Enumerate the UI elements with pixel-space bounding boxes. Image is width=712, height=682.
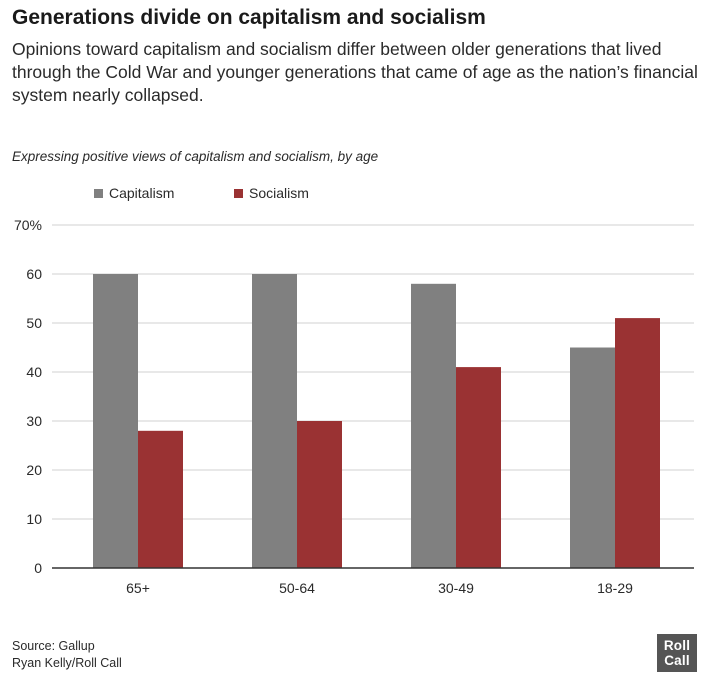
legend-swatch-socialism [234, 189, 243, 198]
chart-description: Expressing positive views of capitalism … [12, 149, 379, 164]
bar-capitalism-30-49 [411, 283, 456, 568]
chart-subtitle: Opinions toward capitalism and socialism… [12, 39, 698, 105]
y-tick-label: 70% [14, 217, 42, 233]
x-tick-label: 65+ [126, 580, 150, 596]
chart-title: Generations divide on capitalism and soc… [12, 6, 486, 29]
legend-item-socialism: Socialism [234, 185, 309, 201]
bar-socialism-65+ [138, 430, 183, 568]
bar-socialism-18-29 [615, 318, 660, 568]
bar-socialism-50-64 [297, 421, 342, 568]
legend-label-socialism: Socialism [249, 185, 309, 201]
x-tick-label: 30-49 [438, 580, 474, 596]
bar-capitalism-65+ [93, 274, 138, 568]
x-tick-label: 18-29 [597, 580, 633, 596]
bar-socialism-30-49 [456, 367, 501, 568]
bar-capitalism-18-29 [570, 347, 615, 568]
x-tick-label: 50-64 [279, 580, 315, 596]
y-tick-label: 0 [34, 560, 42, 576]
y-tick-label: 20 [26, 462, 42, 478]
legend-label-capitalism: Capitalism [109, 185, 175, 201]
roll-call-logo: Roll Call [657, 634, 697, 672]
footer: Source: Gallup Ryan Kelly/Roll Call [12, 638, 122, 672]
y-tick-label: 10 [26, 511, 42, 527]
bar-capitalism-50-64 [252, 274, 297, 568]
credit-note: Ryan Kelly/Roll Call [12, 656, 122, 670]
y-tick-label: 60 [26, 266, 42, 282]
y-tick-label: 50 [26, 315, 42, 331]
y-tick-label: 30 [26, 413, 42, 429]
y-tick-label: 40 [26, 364, 42, 380]
source-note: Source: Gallup [12, 639, 95, 653]
legend-swatch-capitalism [94, 189, 103, 198]
legend-item-capitalism: Capitalism [94, 185, 174, 201]
